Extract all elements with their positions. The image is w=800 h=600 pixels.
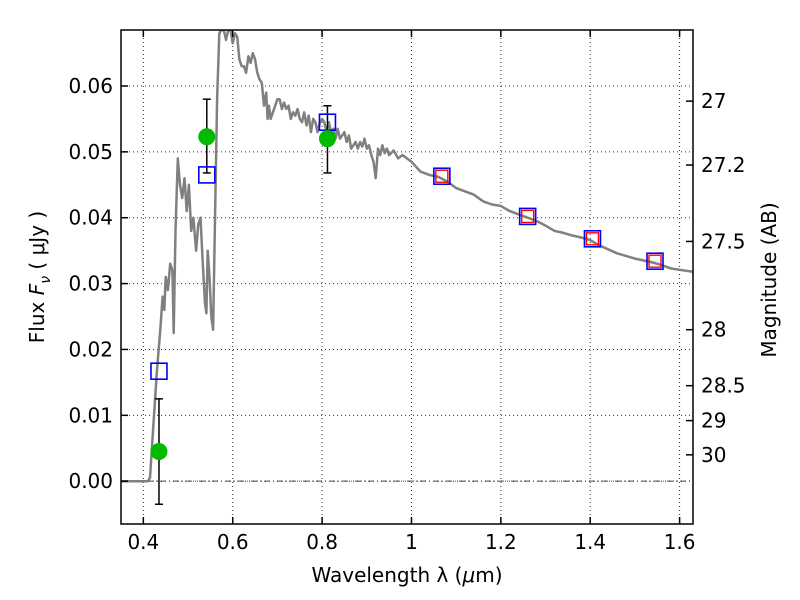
observed-photometry-square xyxy=(520,209,535,224)
y2-tick-label: 27 xyxy=(701,89,726,113)
y2-tick-label: 27.2 xyxy=(701,153,746,177)
plot-frame xyxy=(120,29,694,525)
model-spectrum-line xyxy=(121,30,693,483)
y-tick-label: 0.03 xyxy=(68,272,113,296)
x-tick-label: 1.4 xyxy=(574,530,606,554)
y-tick-label: 0.05 xyxy=(68,140,113,164)
model-photometry-square xyxy=(198,166,216,184)
y2-tick-label: 30 xyxy=(701,443,726,467)
x-tick-label: 1 xyxy=(405,530,418,554)
y2-tick-label: 29 xyxy=(701,409,726,433)
model-photometry-square xyxy=(150,362,168,380)
x-axis-title: Wavelength λ (μm) xyxy=(311,563,502,587)
y-tick-label: 0.04 xyxy=(68,206,113,230)
model-photometry-square xyxy=(433,167,451,186)
observed-photometry-point xyxy=(150,443,168,461)
y2-tick-label: 28 xyxy=(701,318,726,342)
y-tick-label: 0.06 xyxy=(68,74,113,98)
y2-axis-title: Magnitude (AB) xyxy=(757,202,781,357)
model-photometry-square xyxy=(518,207,537,226)
y-tick-label: 0.01 xyxy=(68,403,113,427)
observed-photometry-square xyxy=(585,232,600,246)
model-photometry-square xyxy=(646,252,664,270)
y2-tick-label: 28.5 xyxy=(701,374,746,398)
model-photometry-square xyxy=(583,229,602,248)
ticks: 0.4 0.6 0.8 1 1.2 1.4 1.6 0.00 0.01 0.02 0.03 0.04 0… xyxy=(68,30,746,554)
observed-photometry-point xyxy=(318,130,336,148)
grid xyxy=(121,30,693,524)
x-tick-label: 1.2 xyxy=(485,530,517,554)
y-axis-title: Flux Fν ( μJy ) xyxy=(25,211,54,343)
observed-photometry-square xyxy=(648,254,662,268)
observed-photometry-square xyxy=(435,169,449,183)
observed-photometry-point xyxy=(198,128,216,146)
x-tick-label: 0.8 xyxy=(306,530,338,554)
y2-tick-label: 27.5 xyxy=(701,229,746,253)
x-tick-label: 0.4 xyxy=(127,530,159,554)
x-tick-label: 0.6 xyxy=(217,530,249,554)
y-tick-label: 0.00 xyxy=(68,469,113,493)
x-tick-label: 1.6 xyxy=(664,530,696,554)
y-tick-label: 0.02 xyxy=(68,337,113,361)
markers xyxy=(150,98,664,505)
